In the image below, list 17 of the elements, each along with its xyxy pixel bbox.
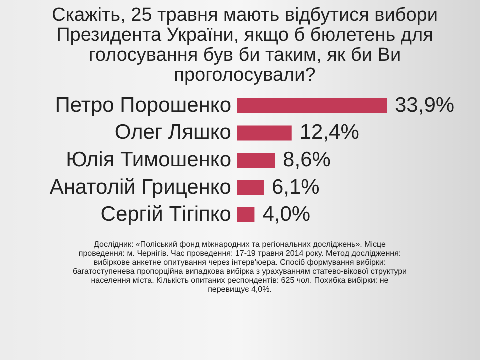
bar	[237, 153, 276, 168]
data-label: 33,9%	[395, 94, 455, 117]
y-tick-label: Сергій Тігіпко	[100, 203, 232, 226]
text: Дослідник: «Поліський фонд міжнародних та регіональних досліджень». Місце проведення: м. Чернігів. Час проведення: 17-19 травня 2014 року. Метод дослідження: вибіркове анкетне опитування через інтерв'юера. Спосіб формування вибірки: багатоступенева пропорційна випадкова вибірка з урахуванням статево-вікової структури населення міста. Кількість опитаних респондентів: 625 чол. Похибка вибірки: не перевищує 4,0%.	[72, 240, 408, 294]
bar	[237, 208, 255, 223]
y-tick-label: Петро Порошенко	[55, 94, 232, 117]
bar	[237, 98, 387, 114]
y-tick-label: Юлія Тимошенко	[66, 148, 232, 172]
chart-title: Скажіть, 25 травня мають відбутися вибори Президента України, якщо б бюлетень для голосування був би таким, як би Ви проголосували?	[51, 5, 439, 86]
bar	[237, 126, 292, 141]
y-tick-label: Олег Ляшко	[114, 121, 232, 144]
data-label: 8,6%	[283, 148, 331, 172]
data-label: 6,1%	[272, 176, 320, 199]
bar	[237, 180, 264, 196]
y-tick-label: Анатолій Гриценко	[50, 176, 232, 199]
data-label: 12,4%	[300, 121, 360, 144]
data-label: 4,0%	[262, 203, 311, 226]
